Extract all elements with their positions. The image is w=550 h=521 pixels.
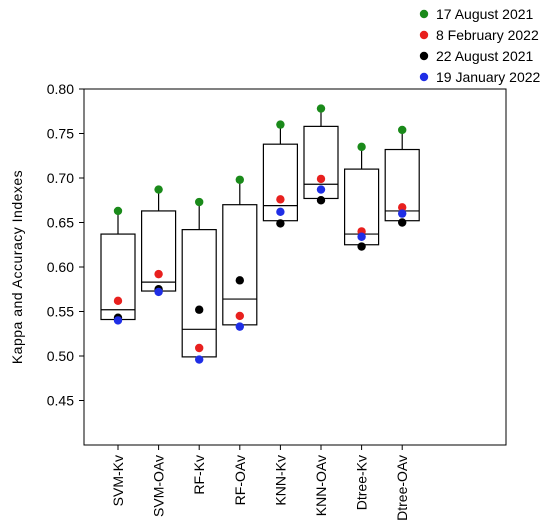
- y-tick-label: 0.55: [47, 304, 74, 320]
- point-2-knn-kv: [276, 195, 285, 204]
- y-axis-label: Kappa and Accuracy Indexes: [9, 170, 25, 364]
- box-rf-kv: [181, 229, 217, 358]
- point-1-knn-kv: [276, 120, 285, 129]
- point-2-dtree-oav: [398, 203, 407, 212]
- y-tick-label: 0.65: [47, 215, 74, 231]
- box-svm-kv: [100, 233, 136, 321]
- x-axis: SVM-Kv SVM-OAv RF-Kv RF-OAv KNN-Kv KNN-OAv Dtr…: [110, 445, 410, 521]
- box-svm-oav: [141, 210, 177, 292]
- y-tick-label: 0.60: [47, 259, 74, 275]
- legend-marker: [419, 9, 429, 19]
- point-4-rf-oav: [235, 322, 244, 331]
- x-tick-label: Dtree-Kv: [354, 455, 370, 510]
- data-points: [113, 104, 407, 364]
- point-4-svm-kv: [113, 316, 123, 325]
- point-4-svm-oav: [154, 287, 163, 297]
- point-4-knn-oav: [316, 185, 326, 194]
- x-tick-label: SVM-OAv: [151, 455, 167, 517]
- y-tick-label: 0.75: [47, 126, 74, 142]
- point-4-dtree-kv: [357, 232, 366, 241]
- y-tick-label: 0.70: [47, 170, 74, 186]
- legend-marker: [419, 51, 429, 61]
- legend: 17 August 2021 8 February 2022 22 August 2…: [419, 6, 541, 85]
- legend-label: 22 August 2021: [436, 48, 534, 64]
- point-1-rf-kv: [195, 197, 204, 207]
- point-1-knn-oav: [316, 104, 326, 113]
- point-3-knn-oav: [316, 196, 326, 205]
- point-3-knn-kv: [276, 219, 285, 228]
- point-2-rf-kv: [195, 343, 204, 353]
- y-tick-label: 0.45: [47, 393, 74, 409]
- point-1-rf-oav: [235, 175, 244, 184]
- point-3-dtree-oav: [398, 218, 407, 227]
- point-3-dtree-kv: [357, 242, 366, 251]
- x-tick-label: RF-Kv: [191, 455, 207, 495]
- point-1-svm-oav: [154, 185, 163, 194]
- point-2-knn-oav: [316, 174, 326, 184]
- point-4-rf-kv: [195, 355, 204, 364]
- point-1-dtree-oav: [398, 125, 407, 135]
- plot-frame: [83, 88, 507, 446]
- point-2-svm-kv: [113, 296, 123, 306]
- y-axis: 0.45 0.50 0.55 0.60 0.65 0.70 0.75 0.80: [47, 81, 84, 409]
- point-3-rf-kv: [195, 305, 204, 314]
- legend-label: 19 January 2022: [436, 69, 541, 85]
- x-tick-label: SVM-Kv: [110, 455, 126, 506]
- point-1-dtree-kv: [357, 142, 366, 152]
- point-4-knn-kv: [276, 207, 285, 217]
- x-tick-label: Dtree-OAv: [394, 455, 410, 521]
- legend-label: 17 August 2021: [436, 6, 534, 22]
- y-tick-label: 0.80: [47, 81, 74, 97]
- y-tick-label: 0.50: [47, 348, 74, 364]
- legend-label: 8 February 2022: [436, 27, 539, 43]
- x-tick-label: KNN-Kv: [272, 455, 288, 506]
- point-4-dtree-oav: [398, 209, 407, 218]
- x-tick-label: KNN-OAv: [313, 455, 329, 516]
- legend-marker: [419, 72, 429, 82]
- x-tick-label: RF-OAv: [232, 455, 248, 505]
- point-2-svm-oav: [154, 269, 163, 279]
- box-rf-oav: [222, 204, 258, 326]
- legend-marker: [419, 30, 429, 40]
- point-2-rf-oav: [235, 311, 244, 321]
- boxes: [100, 108, 420, 358]
- point-1-svm-kv: [113, 206, 123, 216]
- point-3-rf-oav: [235, 276, 244, 285]
